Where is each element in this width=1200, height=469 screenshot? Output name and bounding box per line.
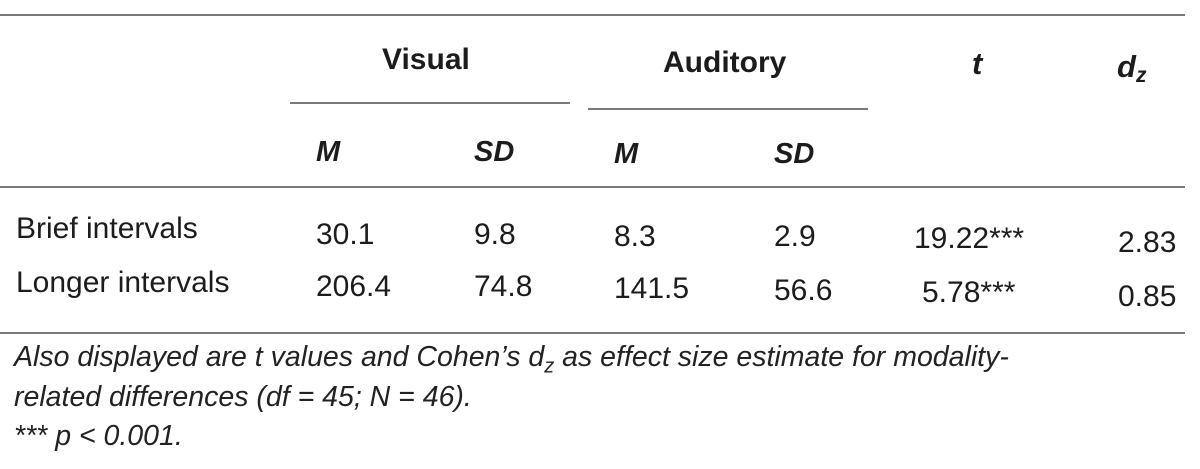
footnote-line: related differences (df = 45; N = 46).: [14, 381, 472, 413]
cell-dz: 2.83: [1118, 226, 1177, 259]
header-visual-m: M: [316, 136, 341, 168]
cell-dz: 0.85: [1118, 280, 1177, 313]
auditory-group-rule: [588, 108, 868, 110]
visual-group-rule: [290, 102, 570, 104]
row-label: Longer intervals: [16, 266, 230, 299]
header-dz: dz: [1117, 49, 1147, 87]
header-t: t: [972, 46, 983, 81]
cell-auditory-sd: 2.9: [774, 220, 816, 253]
header-auditory-m: M: [614, 138, 639, 170]
top-rule: [0, 14, 1185, 16]
cell-t: 5.78***: [922, 276, 1016, 309]
cell-visual-m: 206.4: [316, 270, 392, 303]
cell-t: 19.22***: [914, 222, 1025, 255]
footnote-line: Also displayed are t values and Cohen’s …: [14, 341, 1009, 378]
header-auditory: Auditory: [663, 46, 787, 79]
header-auditory-sd: SD: [774, 138, 815, 170]
header-visual-sd: SD: [474, 136, 515, 168]
row-label: Brief intervals: [16, 212, 198, 245]
cell-visual-m: 30.1: [316, 218, 375, 251]
header-visual: Visual: [382, 43, 470, 76]
cell-auditory-m: 8.3: [614, 220, 656, 253]
footnote-significance: *** p < 0.001.: [14, 420, 183, 452]
cell-visual-sd: 74.8: [474, 270, 533, 303]
cell-auditory-sd: 56.6: [774, 274, 833, 307]
header-rule: [0, 186, 1185, 188]
cell-visual-sd: 9.8: [474, 218, 516, 251]
cell-auditory-m: 141.5: [614, 272, 690, 305]
bottom-rule: [0, 332, 1185, 334]
